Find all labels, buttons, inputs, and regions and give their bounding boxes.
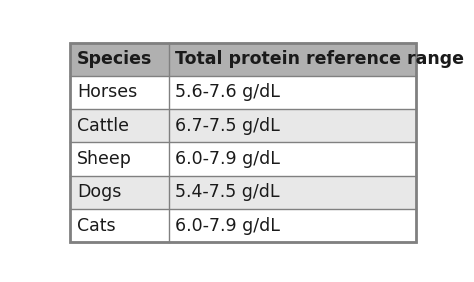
Bar <box>169 142 416 176</box>
Text: 6.0-7.9 g/dL: 6.0-7.9 g/dL <box>175 217 280 235</box>
Text: 5.4-7.5 g/dL: 5.4-7.5 g/dL <box>175 183 280 201</box>
Text: 6.7-7.5 g/dL: 6.7-7.5 g/dL <box>175 117 280 135</box>
Bar <box>169 76 416 109</box>
Text: 6.0-7.9 g/dL: 6.0-7.9 g/dL <box>175 150 280 168</box>
Bar <box>70 176 169 209</box>
Text: Horses: Horses <box>77 83 137 102</box>
Bar <box>169 109 416 142</box>
Text: Total protein reference range: Total protein reference range <box>175 50 465 68</box>
Bar <box>70 43 169 76</box>
Text: Species: Species <box>77 50 152 68</box>
Text: Sheep: Sheep <box>77 150 132 168</box>
Bar <box>70 109 169 142</box>
Bar <box>169 176 416 209</box>
Bar <box>70 142 169 176</box>
Bar <box>70 76 169 109</box>
Bar <box>169 209 416 242</box>
Text: Dogs: Dogs <box>77 183 121 201</box>
Text: Cats: Cats <box>77 217 116 235</box>
Bar <box>169 43 416 76</box>
Bar <box>70 209 169 242</box>
Text: Cattle: Cattle <box>77 117 129 135</box>
Text: 5.6-7.6 g/dL: 5.6-7.6 g/dL <box>175 83 280 102</box>
